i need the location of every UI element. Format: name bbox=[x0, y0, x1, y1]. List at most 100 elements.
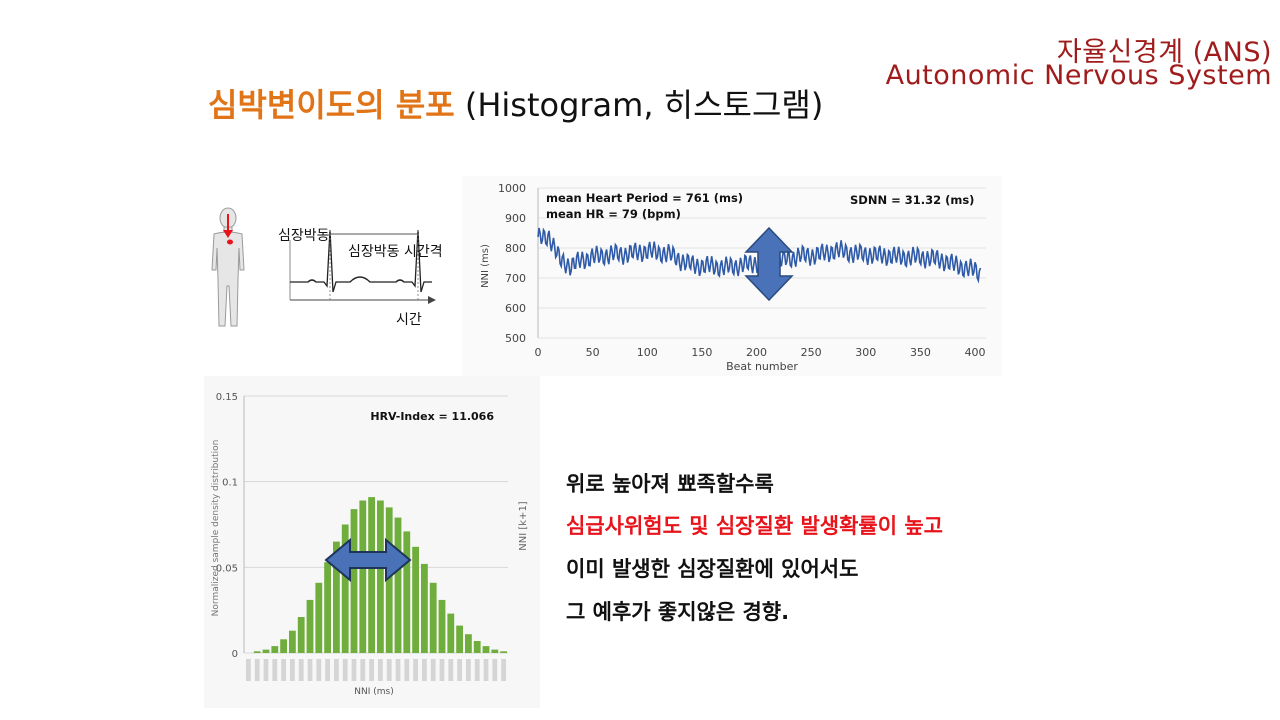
histogram-x-tick-mark bbox=[404, 659, 410, 681]
histogram-right-label: NNI [k+1] bbox=[518, 501, 529, 551]
human-body-icon bbox=[211, 207, 245, 327]
histogram-bar bbox=[262, 649, 270, 653]
histogram-bar bbox=[297, 617, 305, 653]
histogram-x-tick-mark bbox=[263, 659, 269, 681]
histogram-x-tick-mark bbox=[386, 659, 392, 681]
brand-title-korean: 자율신경계 (ANS) bbox=[1056, 37, 1272, 68]
histogram-bar bbox=[429, 582, 437, 653]
histogram-bar bbox=[403, 531, 411, 653]
histogram-bar bbox=[253, 651, 261, 653]
line-chart-y-tick-label: 500 bbox=[505, 332, 526, 345]
histogram-y-tick-label: 0 bbox=[232, 649, 238, 660]
histogram-x-tick-mark bbox=[351, 659, 357, 681]
ecg-label-time: 시간 bbox=[396, 312, 422, 328]
histogram-bars bbox=[253, 497, 507, 653]
nni-histogram: 0 0.05 0.1 0.15 HRV-Index = 11.066 NNI (ms)… bbox=[204, 376, 540, 708]
histogram-x-tick-mark bbox=[474, 659, 480, 681]
vertical-double-arrow-icon bbox=[744, 226, 794, 302]
histogram-y-tick-label: 0.05 bbox=[216, 563, 238, 574]
histogram-bar bbox=[482, 646, 490, 653]
histogram-x-tick-mark bbox=[342, 659, 348, 681]
histogram-bar bbox=[377, 500, 384, 653]
histogram-x-tick-mark bbox=[246, 659, 251, 681]
histogram-x-tick-mark bbox=[448, 659, 454, 681]
line-chart-x-tick-label: 150 bbox=[691, 346, 712, 359]
histogram-bar bbox=[315, 582, 323, 653]
explanation-line-1: 위로 높아져 뾰족할수록 bbox=[566, 472, 774, 496]
histogram-bar bbox=[350, 509, 358, 653]
histogram-x-tick-mark bbox=[290, 659, 295, 681]
line-chart-annotation-period: mean Heart Period = 761 (ms) bbox=[546, 191, 743, 205]
ecg-trace bbox=[290, 229, 432, 293]
histogram-y-label: Normalized sample density distribution bbox=[211, 440, 221, 617]
histogram-x-tick-mark bbox=[254, 659, 260, 681]
histogram-x-tick-mark bbox=[422, 659, 427, 681]
line-chart-y-label: NNI (ms) bbox=[480, 244, 491, 288]
histogram-bar bbox=[465, 634, 472, 653]
line-chart-y-tick-label: 900 bbox=[505, 212, 526, 225]
histogram-bar bbox=[385, 507, 393, 653]
histogram-x-tick-mark bbox=[369, 659, 374, 681]
histogram-x-tick-mark bbox=[325, 659, 330, 681]
line-chart-x-tick-label: 250 bbox=[801, 346, 822, 359]
brand-title-english: Autonomic Nervous System bbox=[885, 60, 1272, 91]
histogram-x-ticks bbox=[246, 659, 506, 681]
histogram-x-label: NNI (ms) bbox=[354, 687, 393, 697]
explanation-line-3: 이미 발생한 심장질환에 있어서도 bbox=[566, 557, 859, 581]
histogram-x-tick-mark bbox=[298, 659, 304, 681]
ecg-diagram: 심장박동 심장박동 시간격 시간 bbox=[211, 207, 443, 328]
histogram-bar bbox=[447, 613, 455, 653]
histogram-bar bbox=[271, 646, 279, 653]
nni-line-chart: 500 600 700 800 900 1000 0 50 100 150 200 250 300 35… bbox=[462, 176, 1002, 376]
line-chart-y-tick-label: 1000 bbox=[498, 182, 526, 195]
histogram-bar bbox=[456, 625, 463, 653]
heart-arrow-icon bbox=[223, 214, 233, 245]
ecg-label-beat: 심장박동 bbox=[278, 228, 330, 244]
histogram-bar bbox=[341, 524, 349, 653]
histogram-x-tick-mark bbox=[272, 659, 278, 681]
line-chart-x-tick-label: 300 bbox=[855, 346, 876, 359]
line-chart-x-label: Beat number bbox=[726, 360, 798, 373]
histogram-bar bbox=[491, 649, 499, 653]
histogram-y-tick-label: 0.1 bbox=[222, 478, 238, 489]
histogram-y-tick-label: 0.15 bbox=[216, 392, 238, 403]
histogram-x-tick-mark bbox=[334, 659, 339, 681]
line-chart-x-tick-label: 400 bbox=[965, 346, 986, 359]
histogram-x-tick-mark bbox=[307, 659, 313, 681]
line-chart-x-ticks: 0 50 100 150 200 250 300 350 400 bbox=[535, 346, 986, 359]
slide-title-sub: (Histogram, 히스토그램) bbox=[454, 86, 824, 124]
horizontal-double-arrow-icon bbox=[324, 537, 412, 583]
histogram-bar bbox=[368, 497, 375, 653]
histogram-x-tick-mark bbox=[430, 659, 436, 681]
histogram-bar bbox=[306, 599, 314, 653]
histogram-x-tick-mark bbox=[501, 659, 506, 681]
histogram-bar bbox=[421, 563, 428, 653]
histogram-x-tick-mark bbox=[360, 659, 366, 681]
histogram-annotation-hrv: HRV-Index = 11.066 bbox=[370, 410, 494, 423]
line-chart-y-tick-label: 600 bbox=[505, 302, 526, 315]
histogram-x-tick-mark bbox=[378, 659, 383, 681]
histogram-x-tick-mark bbox=[395, 659, 401, 681]
histogram-bar bbox=[394, 517, 402, 653]
histogram-bar bbox=[333, 541, 340, 653]
line-chart-x-tick-label: 100 bbox=[637, 346, 658, 359]
histogram-x-tick-mark bbox=[483, 659, 489, 681]
histogram-bar bbox=[438, 599, 446, 653]
line-chart-x-tick-label: 50 bbox=[586, 346, 600, 359]
line-chart-x-tick-label: 0 bbox=[535, 346, 542, 359]
histogram-bar bbox=[324, 562, 331, 653]
histogram-bar bbox=[473, 641, 481, 653]
histogram-x-tick-mark bbox=[466, 659, 471, 681]
explanation-line-4: 그 예후가 좋지않은 경향. bbox=[566, 600, 790, 624]
line-chart-x-tick-label: 200 bbox=[746, 346, 767, 359]
slide-title-main: 심박변이도의 분포 bbox=[208, 86, 455, 124]
histogram-x-tick-mark bbox=[281, 659, 286, 681]
line-chart-y-tick-label: 800 bbox=[505, 242, 526, 255]
histogram-y-ticks: 0 0.05 0.1 0.15 bbox=[216, 392, 238, 660]
explanation-line-2: 심급사위험도 및 심장질환 발생확률이 높고 bbox=[566, 514, 944, 538]
line-chart-background bbox=[462, 176, 1002, 376]
histogram-bar bbox=[289, 630, 296, 653]
histogram-bar bbox=[280, 639, 287, 653]
histogram-x-tick-mark bbox=[413, 659, 418, 681]
ecg-label-interval: 심장박동 시간격 bbox=[348, 244, 443, 260]
